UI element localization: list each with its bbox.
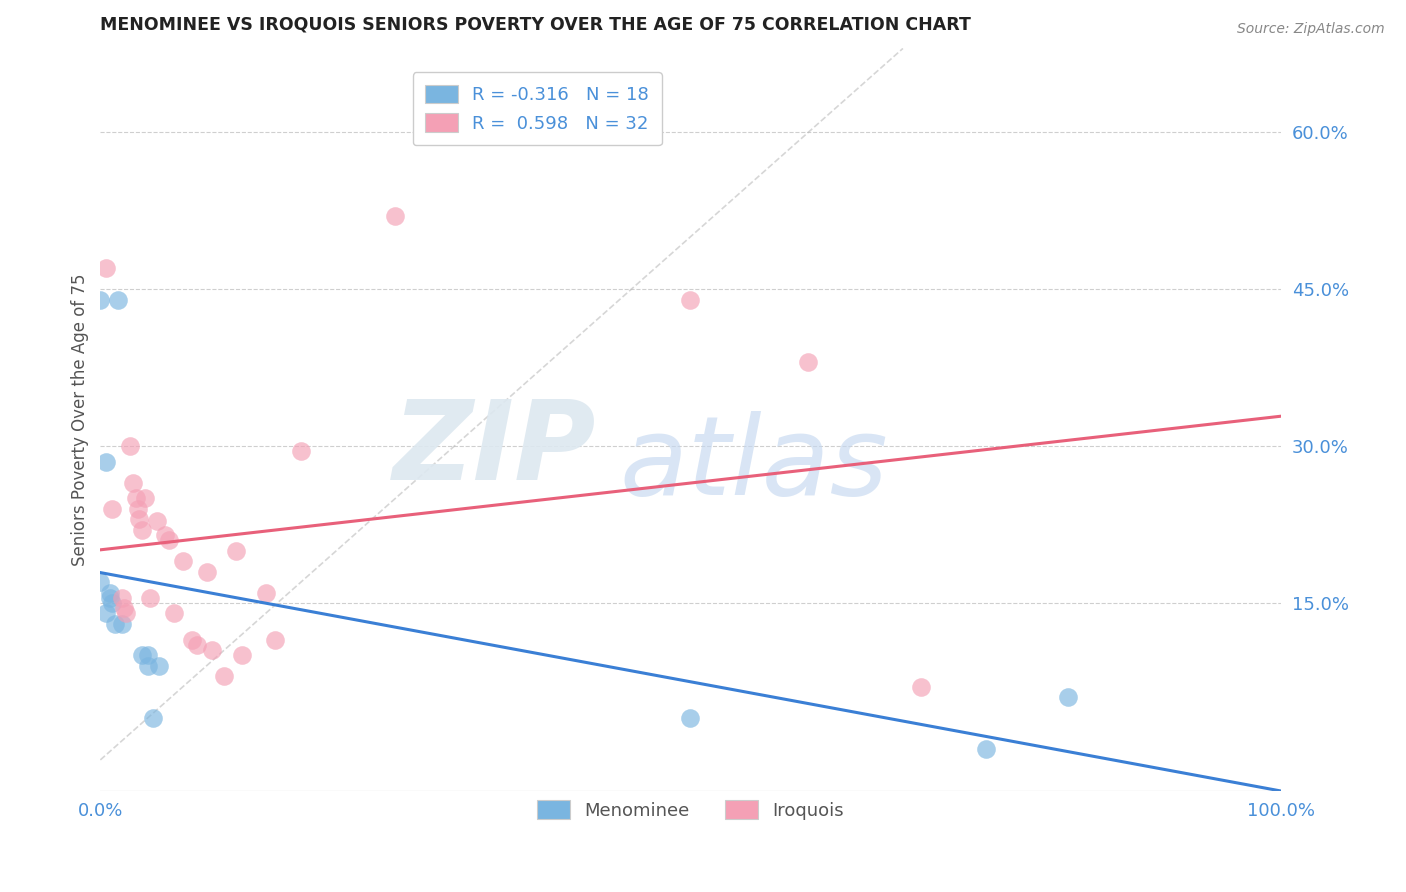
Point: [679, 711, 702, 725]
Point: [115, 607, 138, 621]
Point: [136, 658, 159, 673]
Text: atlas: atlas: [620, 411, 889, 518]
Point: [974, 742, 997, 756]
Point: [162, 607, 184, 621]
Point: [214, 669, 236, 683]
Point: [125, 491, 148, 506]
Point: [112, 601, 135, 615]
Point: [122, 475, 145, 490]
Point: [157, 533, 180, 548]
Point: [181, 632, 204, 647]
Point: [225, 543, 247, 558]
Text: Source: ZipAtlas.com: Source: ZipAtlas.com: [1237, 22, 1385, 37]
Point: [910, 680, 932, 694]
Legend: Menominee, Iroquois: Menominee, Iroquois: [530, 793, 851, 827]
Point: [139, 591, 162, 605]
Point: [186, 638, 208, 652]
Point: [98, 585, 121, 599]
Point: [290, 444, 312, 458]
Text: MENOMINEE VS IROQUOIS SENIORS POVERTY OVER THE AGE OF 75 CORRELATION CHART: MENOMINEE VS IROQUOIS SENIORS POVERTY OV…: [100, 15, 972, 33]
Point: [195, 565, 218, 579]
Point: [110, 616, 132, 631]
Point: [134, 491, 156, 506]
Point: [110, 591, 132, 605]
Point: [96, 455, 118, 469]
Point: [155, 528, 177, 542]
Point: [679, 293, 702, 307]
Point: [89, 575, 111, 590]
Point: [96, 607, 118, 621]
Point: [96, 261, 118, 276]
Point: [136, 648, 159, 663]
Point: [103, 616, 125, 631]
Point: [172, 554, 194, 568]
Point: [89, 293, 111, 307]
Point: [254, 585, 277, 599]
Point: [118, 439, 141, 453]
Point: [107, 293, 129, 307]
Point: [148, 658, 170, 673]
Point: [201, 643, 224, 657]
Point: [384, 209, 406, 223]
Point: [264, 632, 287, 647]
Point: [1057, 690, 1080, 705]
Point: [131, 648, 153, 663]
Point: [231, 648, 253, 663]
Point: [101, 596, 124, 610]
Point: [131, 523, 153, 537]
Point: [127, 501, 149, 516]
Text: ZIP: ZIP: [392, 396, 596, 503]
Point: [142, 711, 165, 725]
Point: [98, 591, 121, 605]
Point: [146, 514, 169, 528]
Point: [797, 355, 820, 369]
Point: [128, 512, 150, 526]
Point: [101, 501, 124, 516]
Y-axis label: Seniors Poverty Over the Age of 75: Seniors Poverty Over the Age of 75: [72, 274, 89, 566]
